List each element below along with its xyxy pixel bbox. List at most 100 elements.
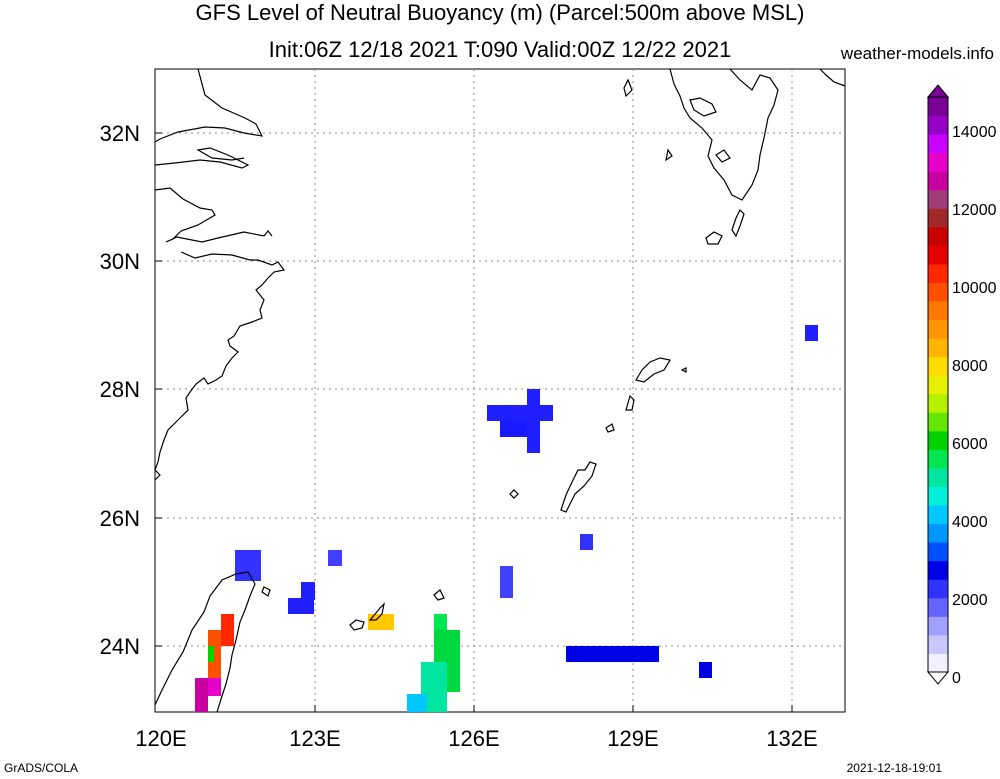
lon-tick-label: 123E (289, 726, 340, 751)
coast-kyushu-west (689, 97, 717, 117)
coast-taiwan-island (261, 586, 271, 597)
coast-miyako (433, 589, 445, 601)
coast-yakushima (705, 231, 723, 245)
coast-amami-1 (635, 357, 671, 383)
coastlines (154, 68, 846, 713)
colorbar-swatch (928, 301, 948, 321)
colorbar-label: 10000 (952, 280, 997, 297)
coast-shikoku (819, 68, 846, 87)
colorbar-swatch (928, 263, 948, 283)
colorbar-swatch (928, 375, 948, 395)
colorbar-label: 8000 (952, 358, 988, 375)
cell-mainland-island (235, 550, 261, 581)
cell-sea-1 (328, 550, 342, 566)
colorbar-label: 4000 (952, 514, 988, 531)
colorbar-swatch (928, 171, 948, 191)
colorbar-swatch (928, 634, 948, 654)
chart-subtitle: Init:06Z 12/18 2021 T:090 Valid:00Z 12/2… (268, 37, 732, 62)
lon-tick-label: 132E (766, 726, 817, 751)
colorbar-swatch (928, 393, 948, 413)
coast-yaeyama-1 (349, 619, 365, 631)
lat-tick-label: 26N (100, 506, 140, 531)
colorbar-swatch (928, 486, 948, 506)
cell-taiwan-red-2 (208, 630, 221, 678)
cell-cyan (407, 694, 427, 712)
colorbar-frame (927, 96, 949, 673)
lon-tick-label: 120E (135, 726, 186, 751)
buoyancy-shading (195, 325, 818, 712)
lat-tick-label: 30N (100, 249, 140, 274)
footer-timestamp: 2021-12-18-19:01 (846, 761, 942, 775)
colorbar-label: 2000 (952, 592, 988, 609)
colorbar-swatch (928, 152, 948, 172)
coast-tanegashima (731, 208, 745, 238)
coast-amami-4 (680, 367, 687, 373)
colorbar-swatch (928, 616, 948, 636)
colorbar-swatch (928, 319, 948, 339)
colorbar-swatch (928, 560, 948, 580)
cell-sea-5 (699, 662, 712, 678)
coast-yangtze (154, 147, 273, 243)
coast-koshiki (665, 148, 673, 162)
lat-tick-label: 24N (100, 634, 140, 659)
cell-ishigaki-2 (301, 582, 315, 600)
colorbar-max-arrow (926, 84, 950, 98)
coast-kyushu-island (623, 78, 633, 98)
colorbar-label: 6000 (952, 436, 988, 453)
coast-zhejiang (154, 251, 286, 481)
cell-taiwan-red-4 (208, 678, 221, 696)
lat-tick-label: 28N (100, 377, 140, 402)
colorbar-label: 0 (952, 670, 961, 687)
colorbar-swatch (928, 226, 948, 246)
colorbar-swatch (928, 356, 948, 376)
colorbar-label: 12000 (952, 202, 997, 219)
chart-title: GFS Level of Neutral Buoyancy (m) (Parce… (195, 0, 805, 25)
cell-taiwan-red-3 (195, 678, 208, 712)
gridlines (155, 69, 845, 712)
colorbar-swatch (928, 245, 948, 265)
source-site: weather-models.info (840, 44, 994, 63)
plot-frame (154, 68, 846, 713)
lon-tick-label: 126E (448, 726, 499, 751)
coast-kyushu (669, 68, 779, 201)
footer-software: GrADS/COLA (4, 761, 79, 775)
colorbar-swatch (928, 134, 948, 154)
colorbar-swatch (928, 542, 948, 562)
colorbar-swatch (928, 523, 948, 543)
colorbar-swatch (928, 597, 948, 617)
colorbar-swatch (928, 579, 948, 599)
colorbar-swatch (928, 189, 948, 209)
cell-yellow (368, 614, 394, 630)
cell-green-1 (434, 614, 447, 634)
colorbar-swatch (928, 97, 948, 117)
coast-china-north (154, 68, 264, 143)
cell-okinawa-3 (527, 389, 540, 453)
colorbar-swatch (928, 338, 948, 358)
coast-okinawa (560, 461, 597, 513)
coast-amami-3 (605, 423, 615, 433)
colorbar-swatch (928, 653, 948, 673)
colorbar-swatch (928, 208, 948, 228)
colorbar-swatch (928, 467, 948, 488)
cell-ishigaki-1 (288, 598, 314, 614)
colorbar-swatch (928, 282, 948, 302)
coast-kyushu-bay (715, 149, 731, 163)
axis-tick-marks (154, 132, 793, 712)
cell-south-band (566, 646, 659, 662)
colorbar-swatch (928, 430, 948, 450)
lat-tick-label: 32N (100, 121, 140, 146)
cell-okinawa-1 (487, 405, 553, 421)
cell-taiwan-green (208, 646, 214, 662)
colorbar-swatch (928, 449, 948, 469)
coast-amami-2 (625, 394, 635, 411)
cell-sea-4 (805, 325, 818, 341)
cell-sea-2 (500, 566, 513, 598)
cell-taiwan-red-1 (221, 614, 234, 646)
colorbar-label: 14000 (952, 124, 997, 141)
colorbar-swatch (928, 412, 948, 432)
coast-taiwan (154, 571, 256, 713)
lon-tick-label: 129E (607, 726, 658, 751)
colorbar-min-arrow (926, 671, 950, 685)
colorbar-swatch (928, 505, 948, 525)
colorbar-swatch (928, 115, 948, 135)
